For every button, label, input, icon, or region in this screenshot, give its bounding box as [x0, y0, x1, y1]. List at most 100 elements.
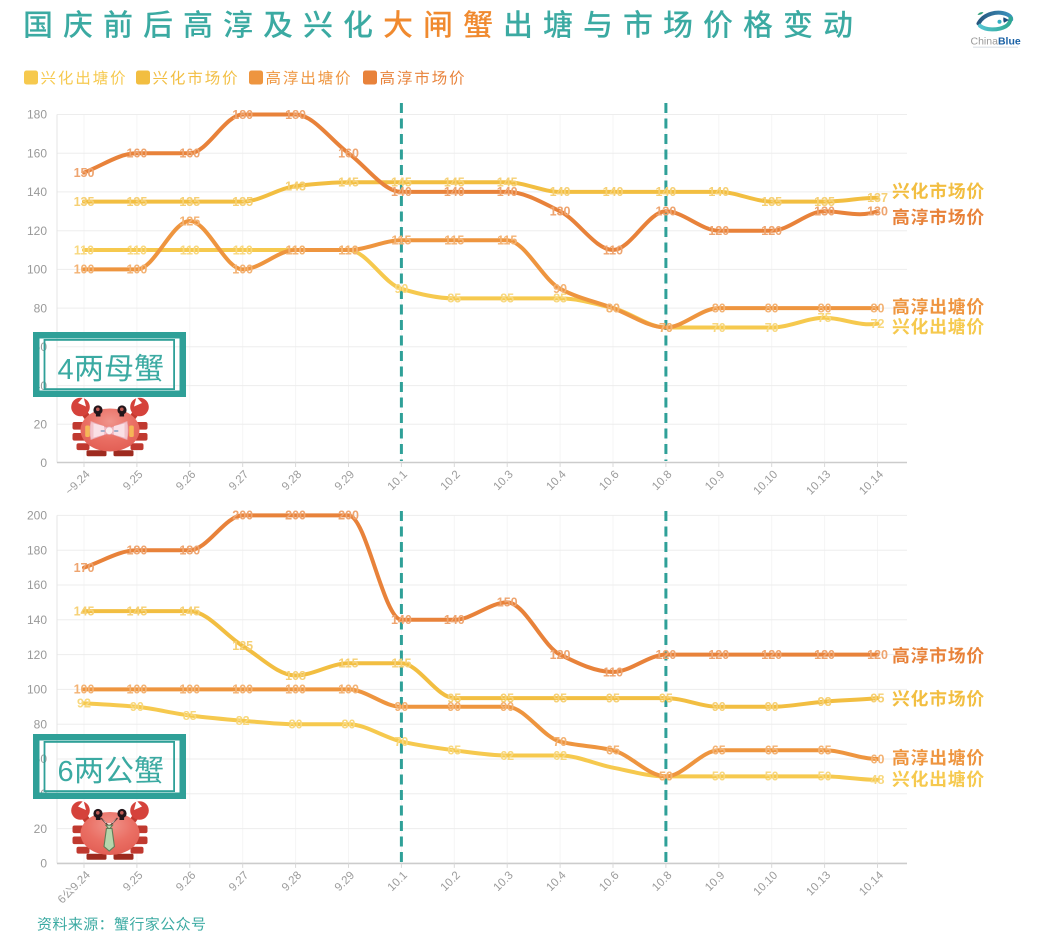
svg-text:100: 100 — [232, 683, 253, 697]
svg-text:145: 145 — [74, 604, 95, 618]
svg-text:90: 90 — [394, 282, 408, 296]
svg-text:137: 137 — [867, 191, 888, 205]
svg-text:170: 170 — [74, 561, 95, 575]
svg-text:145: 145 — [391, 176, 412, 190]
svg-text:140: 140 — [27, 185, 47, 199]
svg-text:90: 90 — [765, 700, 779, 714]
svg-text:100: 100 — [126, 263, 147, 277]
svg-text:70: 70 — [659, 321, 673, 335]
svg-text:110: 110 — [338, 243, 358, 257]
svg-text:62: 62 — [500, 749, 514, 763]
svg-text:80: 80 — [34, 717, 48, 731]
svg-text:50: 50 — [818, 770, 832, 784]
svg-text:80: 80 — [712, 301, 726, 315]
svg-text:20: 20 — [34, 418, 48, 432]
svg-text:110: 110 — [233, 243, 253, 257]
svg-text:95: 95 — [659, 691, 673, 705]
svg-text:65: 65 — [818, 744, 832, 758]
svg-text:20: 20 — [34, 822, 48, 836]
svg-text:62: 62 — [553, 749, 567, 763]
svg-text:100: 100 — [179, 683, 200, 697]
svg-text:120: 120 — [761, 224, 782, 238]
svg-text:140: 140 — [708, 185, 729, 199]
svg-text:145: 145 — [338, 176, 359, 190]
svg-text:145: 145 — [444, 176, 465, 190]
svg-text:50: 50 — [712, 770, 726, 784]
svg-text:82: 82 — [236, 714, 250, 728]
svg-text:200: 200 — [285, 509, 306, 523]
svg-text:85: 85 — [500, 292, 514, 306]
svg-text:90: 90 — [500, 700, 514, 714]
svg-text:110: 110 — [286, 243, 306, 257]
svg-text:120: 120 — [27, 224, 47, 238]
svg-text:100: 100 — [27, 263, 47, 277]
svg-text:65: 65 — [447, 744, 461, 758]
svg-text:120: 120 — [708, 224, 729, 238]
svg-text:ChinaBlue: ChinaBlue — [971, 36, 1021, 48]
svg-text:130: 130 — [550, 205, 571, 219]
svg-text:110: 110 — [603, 665, 623, 679]
svg-text:140: 140 — [444, 613, 465, 627]
svg-text:125: 125 — [232, 639, 253, 653]
svg-text:95: 95 — [606, 691, 620, 705]
svg-text:0: 0 — [40, 857, 47, 871]
svg-text:85: 85 — [447, 292, 461, 306]
svg-text:140: 140 — [655, 185, 676, 199]
svg-text:140: 140 — [603, 185, 624, 199]
svg-text:80: 80 — [765, 301, 779, 315]
svg-text:90: 90 — [130, 700, 144, 714]
svg-text:120: 120 — [708, 648, 729, 662]
svg-text:110: 110 — [286, 243, 306, 257]
svg-text:140: 140 — [27, 613, 47, 627]
svg-text:90: 90 — [553, 282, 567, 296]
svg-text:90: 90 — [712, 700, 726, 714]
svg-text:93: 93 — [818, 695, 832, 709]
svg-text:145: 145 — [179, 604, 200, 618]
svg-text:135: 135 — [761, 195, 782, 209]
svg-text:6: 6 — [58, 756, 74, 788]
svg-text:70: 70 — [659, 321, 673, 335]
svg-text:72: 72 — [871, 317, 885, 331]
svg-text:140: 140 — [444, 185, 465, 199]
svg-text:95: 95 — [500, 691, 514, 705]
svg-text:180: 180 — [27, 543, 47, 557]
svg-text:135: 135 — [179, 195, 200, 209]
svg-text:110: 110 — [603, 243, 623, 257]
svg-text:120: 120 — [814, 648, 835, 662]
svg-text:65: 65 — [606, 744, 620, 758]
svg-text:110: 110 — [74, 243, 94, 257]
svg-text:130: 130 — [867, 205, 888, 219]
svg-text:180: 180 — [179, 544, 200, 558]
svg-text:200: 200 — [338, 509, 359, 523]
svg-text:50: 50 — [659, 770, 673, 784]
svg-text:150: 150 — [74, 166, 95, 180]
svg-text:130: 130 — [655, 205, 676, 219]
svg-text:200: 200 — [27, 509, 47, 523]
svg-text:160: 160 — [126, 147, 147, 161]
svg-text:100: 100 — [232, 263, 253, 277]
svg-text:120: 120 — [655, 648, 676, 662]
svg-text:160: 160 — [27, 578, 47, 592]
svg-text:135: 135 — [74, 195, 95, 209]
svg-text:160: 160 — [338, 147, 359, 161]
svg-text:110: 110 — [180, 243, 200, 257]
svg-text:180: 180 — [27, 108, 47, 122]
svg-text:95: 95 — [447, 691, 461, 705]
svg-text:80: 80 — [818, 301, 832, 315]
svg-text:180: 180 — [232, 108, 253, 122]
svg-text:110: 110 — [338, 243, 358, 257]
svg-text:50: 50 — [765, 770, 779, 784]
svg-text:108: 108 — [285, 669, 306, 683]
svg-text:70: 70 — [765, 321, 779, 335]
svg-text:100: 100 — [338, 683, 359, 697]
svg-text:125: 125 — [179, 214, 200, 228]
svg-text:140: 140 — [391, 185, 412, 199]
svg-text:115: 115 — [391, 234, 411, 248]
svg-text:70: 70 — [712, 321, 726, 335]
svg-text:50: 50 — [659, 770, 673, 784]
svg-text:4: 4 — [58, 354, 74, 386]
svg-text:70: 70 — [553, 735, 567, 749]
svg-text:95: 95 — [871, 691, 885, 705]
svg-text:180: 180 — [126, 544, 147, 558]
svg-text:60: 60 — [871, 752, 885, 766]
